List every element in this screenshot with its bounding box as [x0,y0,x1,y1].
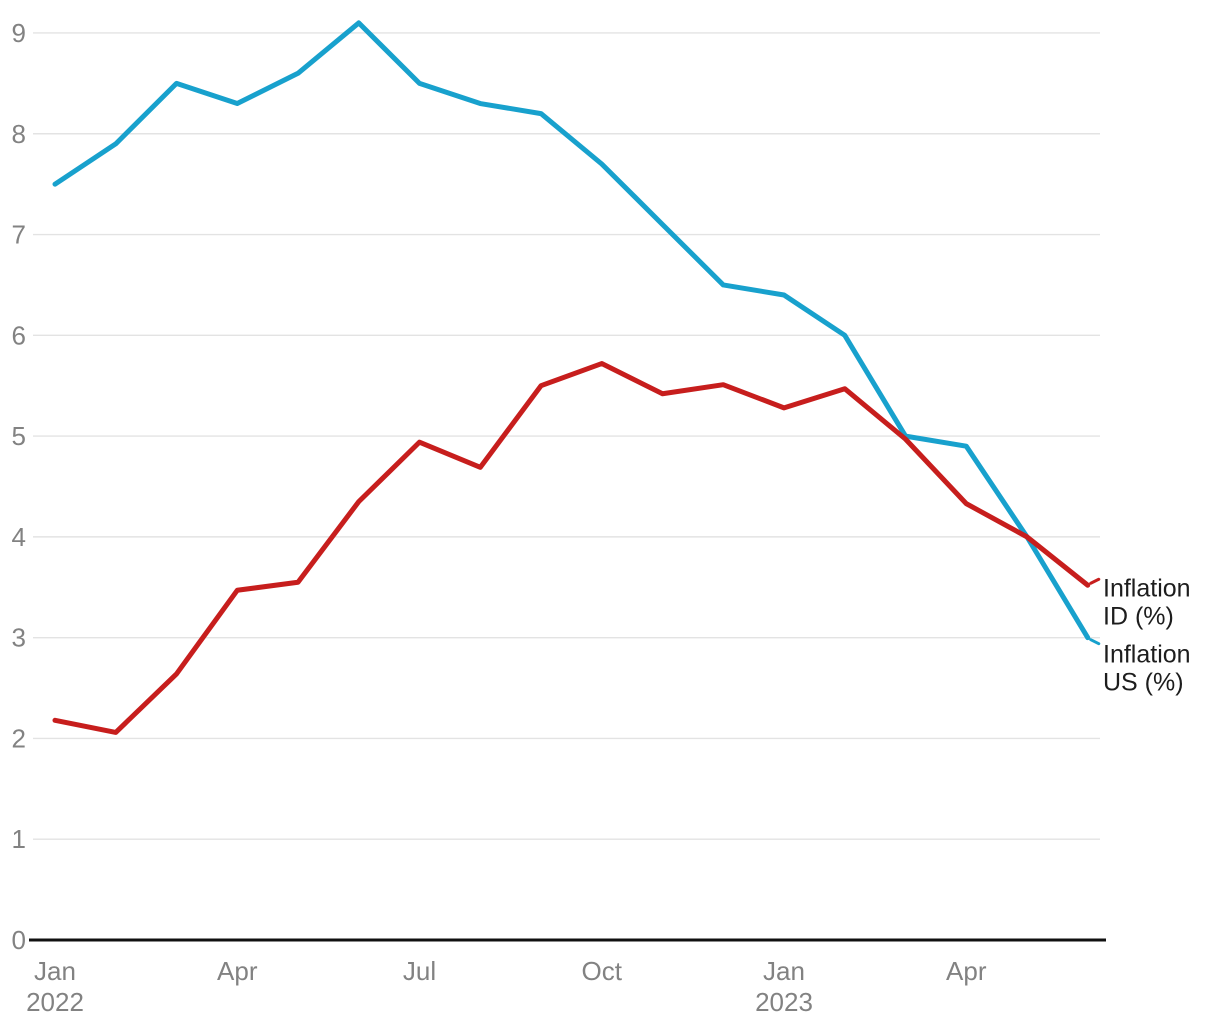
x-axis-tick-label: Apr [946,956,987,986]
series-label-us: Inflation US (%) [1103,640,1191,696]
series-label-id: Inflation ID (%) [1103,574,1191,630]
x-axis-tick-label: Oct [582,956,623,986]
y-axis-tick-label: 6 [12,320,26,350]
x-axis-tick-label: Jan [763,956,805,986]
x-axis-tick-label: Jul [403,956,436,986]
y-axis-tick-label: 0 [12,925,26,955]
x-axis-year-label: 2022 [26,987,84,1017]
y-axis-tick-label: 2 [12,723,26,753]
x-axis-tick-label: Jan [34,956,76,986]
y-axis-tick-label: 1 [12,824,26,854]
y-axis-tick-label: 8 [12,119,26,149]
series-line-id [52,361,1091,735]
label-layer: Inflation ID (%) Inflation US (%) [1089,574,1191,696]
series-layer [52,20,1091,735]
y-axis-tick-label: 3 [12,623,26,653]
x-axis-year-label: 2023 [755,987,813,1017]
leader-dash [1089,577,1101,585]
series-line-us [52,20,1091,641]
y-axis-tick-label: 4 [12,522,26,552]
leader-dash [1089,638,1101,646]
y-axis-tick-label: 5 [12,421,26,451]
x-axis-tick-label: Apr [217,956,258,986]
y-axis-tick-label: 9 [12,18,26,48]
grid-layer: 0 1 2 3 4 5 6 7 8 9 [12,18,1100,955]
y-axis-tick-label: 7 [12,220,26,250]
